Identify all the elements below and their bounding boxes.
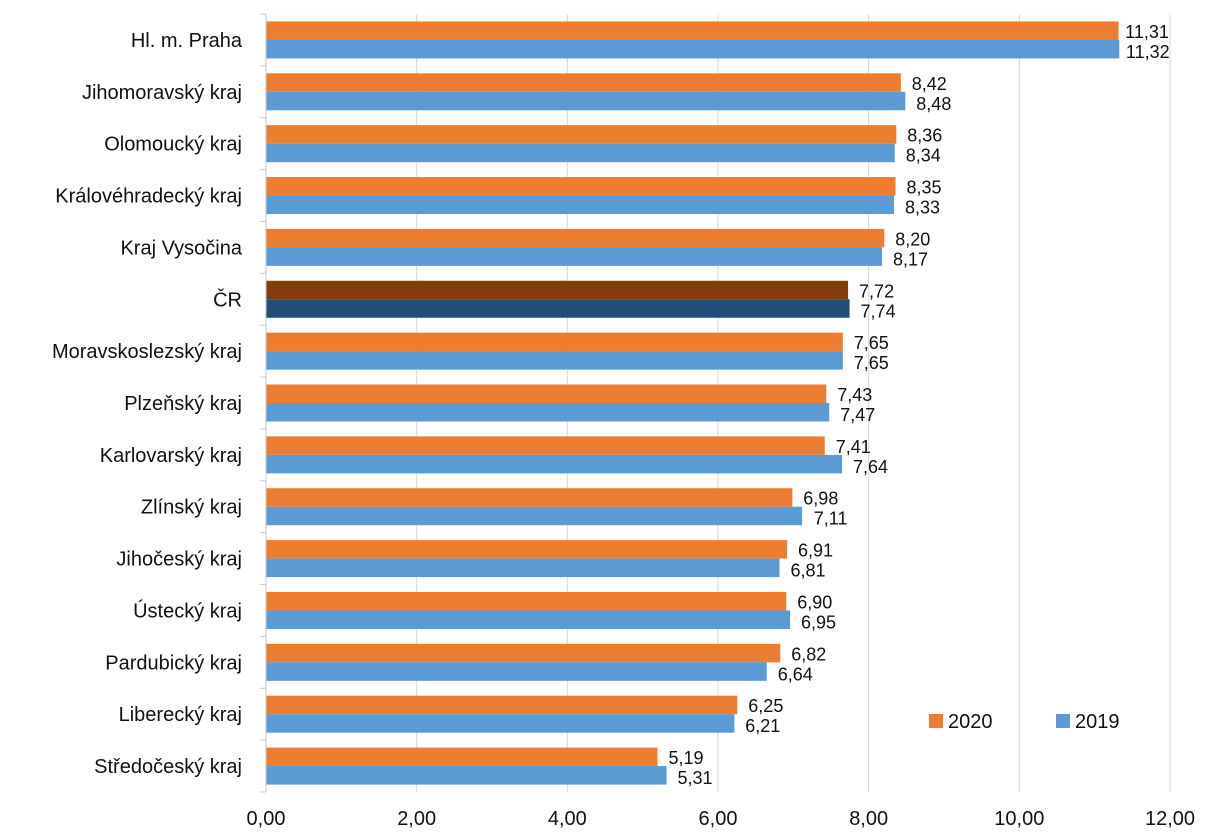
x-tick-label: 8,00	[849, 808, 888, 830]
data-label-2020: 6,82	[791, 644, 826, 664]
category-label: Zlínský kraj	[141, 497, 242, 519]
category-label: Středočeský kraj	[94, 756, 242, 778]
category-label: Plzeňský kraj	[124, 393, 242, 415]
bar-2020	[266, 436, 825, 455]
bar-2019	[266, 247, 882, 266]
data-label-2020: 6,25	[748, 696, 783, 716]
axes	[260, 13, 267, 793]
data-label-2020: 6,98	[803, 489, 838, 509]
category-label: Pardubický kraj	[105, 652, 242, 674]
x-tick-label: 4,00	[548, 808, 587, 830]
data-label-2019: 7,11	[814, 509, 848, 529]
bar-2019	[266, 454, 843, 474]
bar-2019	[266, 195, 895, 215]
category-label: Olomoucký kraj	[104, 134, 242, 156]
x-tick-label: 0,00	[247, 808, 286, 830]
bar-2020	[266, 591, 787, 611]
legend-label-2020: 2020	[948, 711, 993, 733]
bar-2019	[266, 299, 850, 318]
category-label: Karlovarský kraj	[100, 445, 242, 467]
bar-2020	[266, 332, 843, 352]
data-label-2020: 6,91	[798, 541, 833, 561]
category-label: Hl. m. Praha	[131, 30, 243, 52]
bar-2019	[266, 558, 780, 578]
category-label: Kraj Vysočina	[120, 237, 242, 259]
bar-2019	[266, 91, 906, 111]
data-label-2019: 6,81	[790, 561, 825, 581]
data-label-2020: 8,20	[895, 229, 930, 249]
category-label: ČR	[213, 288, 242, 311]
data-label-2019: 6,95	[801, 612, 836, 632]
bar-2020	[266, 540, 788, 559]
data-label-2020: 7,72	[859, 281, 894, 301]
bar-2020	[266, 695, 738, 715]
bar-2020	[266, 280, 849, 300]
category-label: Jihomoravský kraj	[82, 82, 242, 104]
bar-2020	[266, 488, 793, 507]
legend-swatch-2019	[1056, 714, 1070, 728]
bar-2019	[266, 766, 667, 785]
data-label-2019: 11,32	[1126, 42, 1170, 62]
data-label-2019: 7,65	[854, 353, 889, 373]
bar-2020	[266, 747, 658, 767]
bar-2020	[266, 73, 901, 92]
data-label-2020: 8,35	[907, 178, 942, 198]
legend-label-2019: 2019	[1075, 711, 1120, 733]
data-label-2019: 6,21	[745, 716, 780, 736]
bar-2020	[266, 177, 896, 196]
bar-2019	[266, 403, 830, 422]
legend-swatch-2020	[929, 714, 943, 728]
bar-2020	[266, 643, 781, 663]
data-label-2020: 7,65	[854, 333, 889, 353]
x-tick-label: 6,00	[699, 808, 738, 830]
bar-2019	[266, 143, 895, 163]
category-label: Královéhradecký kraj	[55, 186, 242, 208]
bar-2019	[266, 610, 791, 629]
data-label-2020: 5,19	[668, 748, 703, 768]
data-label-2020: 7,43	[837, 385, 872, 405]
x-tick-label: 12,00	[1145, 808, 1195, 830]
category-label: Moravskoslezský kraj	[52, 341, 242, 363]
data-label-2020: 11,31	[1125, 22, 1169, 42]
data-label-2019: 7,64	[853, 457, 888, 477]
data-label-2019: 8,34	[906, 146, 941, 166]
bar-2019	[266, 506, 803, 526]
data-label-2019: 7,47	[840, 405, 875, 425]
data-label-2019: 6,64	[778, 664, 813, 684]
data-label-2019: 8,33	[905, 198, 940, 218]
bar-2020	[266, 125, 897, 144]
category-label: Liberecký kraj	[119, 704, 242, 726]
data-label-2019: 5,31	[677, 768, 712, 788]
data-label-2020: 6,90	[797, 592, 832, 612]
data-label-2019: 8,48	[916, 94, 951, 114]
bars	[266, 21, 1120, 785]
data-label-2019: 8,17	[893, 249, 928, 269]
bar-2019	[266, 39, 1120, 59]
bar-2020	[266, 21, 1119, 40]
x-tick-label: 2,00	[397, 808, 436, 830]
category-label: Ústecký kraj	[133, 599, 242, 622]
data-label-2019: 7,74	[861, 301, 896, 321]
labels: 0,00 2,00 4,00 6,00 8,00 10,00 12,00 Hl. m. Pra…	[52, 22, 1195, 830]
data-label-2020: 8,42	[912, 74, 947, 94]
x-tick-label: 10,00	[994, 808, 1044, 830]
data-label-2020: 8,36	[907, 126, 942, 146]
category-label: Jihočeský kraj	[116, 549, 242, 571]
bar-2020	[266, 228, 885, 248]
bar-2019	[266, 351, 843, 370]
data-label-2020: 7,41	[836, 437, 871, 457]
bar-2019	[266, 662, 767, 681]
bar-2020	[266, 384, 827, 403]
legend: 2020 2019	[929, 711, 1120, 733]
bar-2019	[266, 714, 735, 733]
